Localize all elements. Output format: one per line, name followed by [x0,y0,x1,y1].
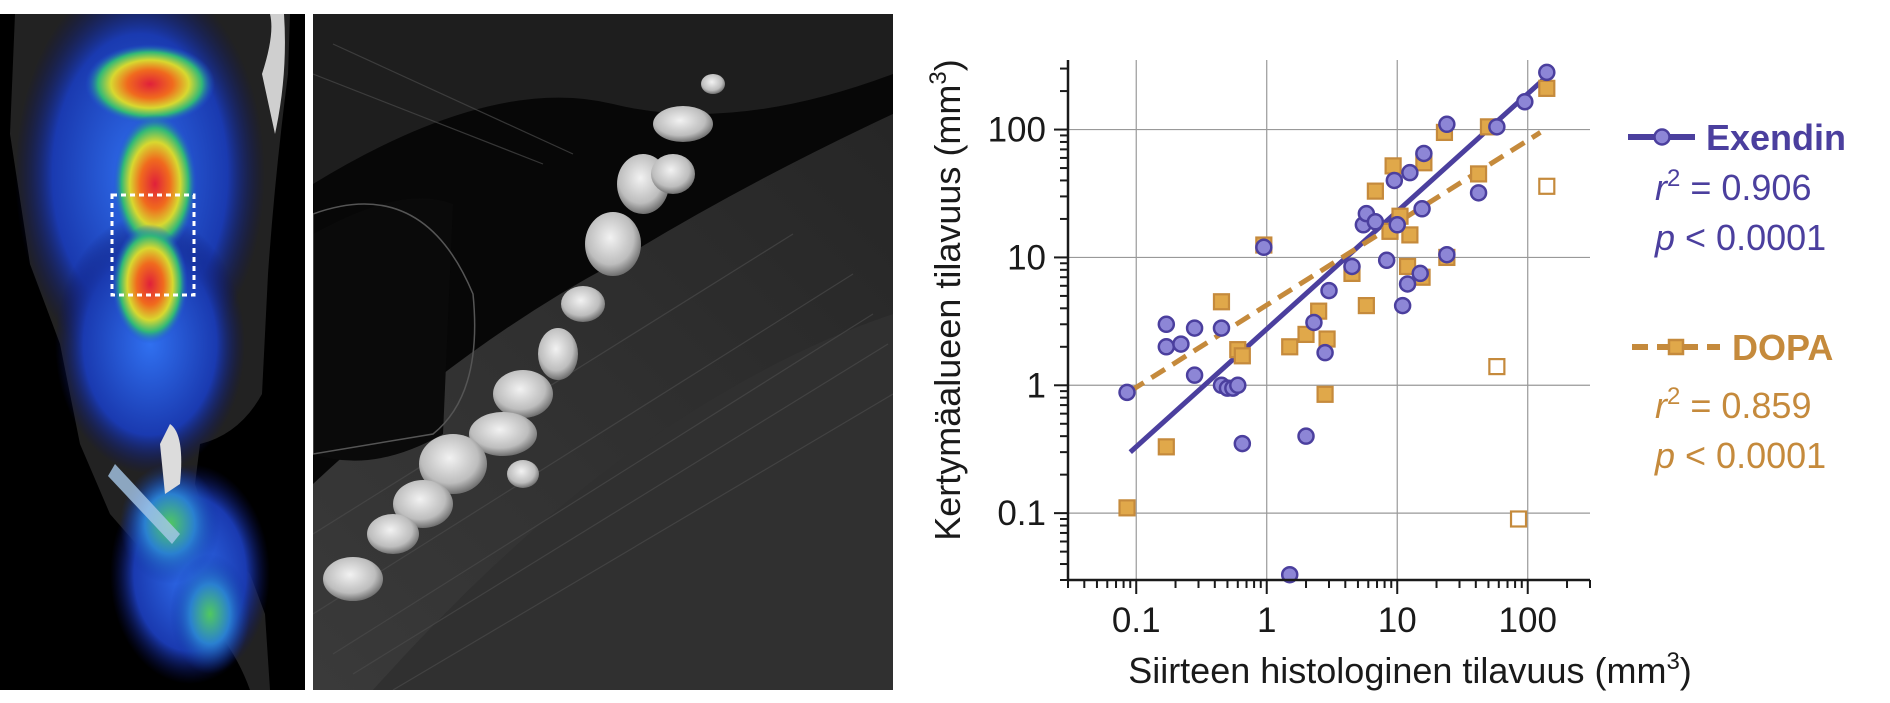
exendin-fit-line [1128,74,1549,454]
legend-exendin-p: p < 0.0001 [1654,217,1826,258]
y-tick-label: 0.1 [997,494,1046,533]
legend-exendin: Exendin r2 = 0.906 p < 0.0001 [1628,117,1846,258]
legend-dopa-r2: r2 = 0.859 [1655,383,1811,426]
exendin-point [1280,565,1299,584]
exendin-point [1438,115,1456,134]
exendin-point [1385,171,1404,190]
exendin-point [1343,257,1361,276]
dopa-point [1212,293,1231,311]
histology-fluorescence-image [313,14,893,690]
exendin-point [1488,118,1506,136]
dotted-white-roi [110,193,196,297]
exendin-point [1157,315,1176,334]
exendin-point [1415,144,1433,163]
data-points [1118,63,1556,584]
exendin-point [1185,366,1204,384]
dopa-point [1366,182,1384,200]
dopa-point [1297,325,1315,344]
exendin-point [1305,313,1323,332]
pet-ct-scan-image [0,14,305,690]
exendin-point [1229,376,1247,395]
exendin-point [1316,343,1334,362]
exendin-point [1438,245,1456,264]
dopa-point [1118,499,1136,517]
pet-ct-scan-graphic [0,14,305,690]
exendin-point [1388,216,1406,234]
dopa-open-point [1538,177,1556,195]
exendin-point [1233,434,1252,453]
legend-exendin-marker [1653,128,1671,146]
legend-exendin-r2: r2 = 0.906 [1655,165,1811,208]
x-tick-label: 0.1 [1112,601,1161,640]
y-tick-label: 10 [1007,238,1046,277]
exendin-point [1413,200,1431,218]
dopa-point [1469,165,1488,183]
exendin-point [1366,213,1385,231]
x-axis-title: Siirteen histologinen tilavuus (mm3) [1128,648,1692,691]
exendin-point [1297,427,1315,445]
dopa-point [1157,438,1175,456]
exendin-point [1411,264,1429,283]
exendin-point [1212,319,1231,337]
scatter-chart: 0.1 1 10 100 0.1 1 10 100 Siirteen histologinen… [925,59,1846,691]
islet-graft [323,74,725,601]
exendin-point [1320,281,1338,300]
y-tick-label: 1 [1027,366,1046,405]
histology-graphic [313,14,893,690]
y-tick-label: 100 [988,111,1046,150]
exendin-point [1393,296,1412,315]
dopa-point [1384,157,1402,175]
legend-dopa: DOPA r2 = 0.859 p < 0.0001 [1632,327,1833,476]
exendin-point [1118,383,1136,402]
y-axis-title: Kertymäalueen tilavuus (mm3) [925,59,968,541]
dopa-point [1357,296,1375,315]
exendin-point [1398,275,1417,293]
dopa-point [1281,338,1299,356]
exendin-point [1538,63,1556,82]
x-tick-label: 1 [1257,601,1276,640]
dopa-open-point [1509,510,1528,528]
exendin-point [1255,238,1273,257]
tick-labels: 0.1 1 10 100 0.1 1 10 100 [988,111,1557,640]
dopa-point [1401,226,1419,244]
exendin-point [1401,163,1419,182]
axes [1054,60,1591,594]
exendin-point [1516,93,1534,111]
legend-exendin-label: Exendin [1706,117,1846,158]
dopa-point [1538,79,1556,97]
grid [1068,60,1590,580]
exendin-point [1185,319,1204,337]
dopa-open-point [1488,358,1506,376]
x-tick-label: 10 [1378,601,1417,640]
legend-dopa-marker [1667,338,1685,356]
dopa-point [1316,385,1334,403]
exendin-point [1172,335,1190,353]
legend-dopa-p: p < 0.0001 [1654,435,1826,476]
x-tick-label: 100 [1499,601,1557,640]
exendin-point [1469,184,1488,202]
exendin-point [1157,338,1176,356]
dopa-point [1233,347,1251,365]
legend-dopa-label: DOPA [1732,327,1833,368]
exendin-point [1377,251,1396,270]
